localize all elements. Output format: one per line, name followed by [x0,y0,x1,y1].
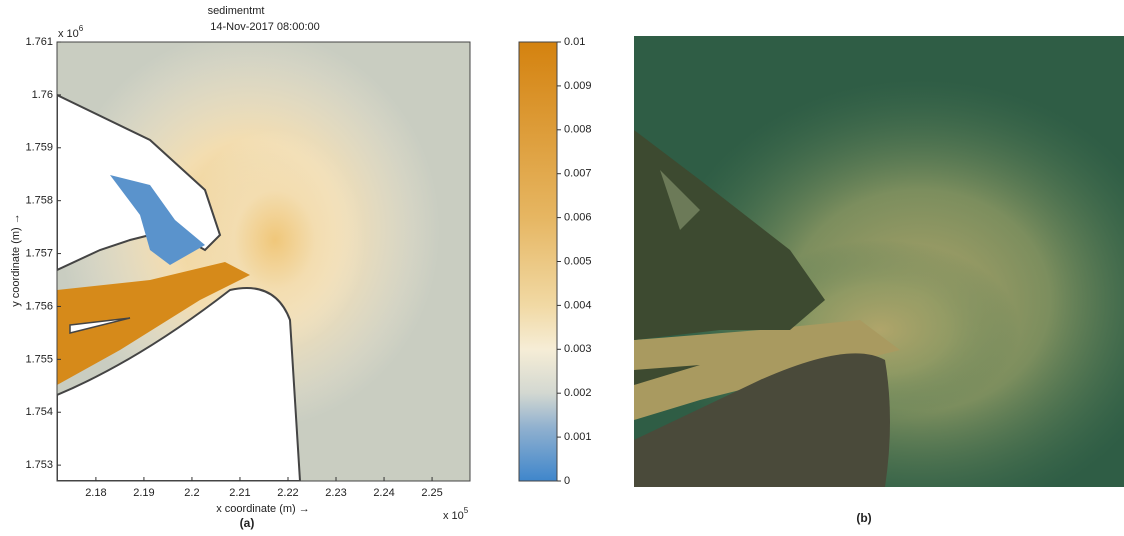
plot-title: sedimentmt [208,5,265,17]
x-multiplier-exponent: 5 [464,506,469,515]
y-axis-label: y coordinate (m) → [10,213,22,307]
colorbar-tick-label: 0.004 [564,299,592,311]
colorbar-tick-label: 0.006 [564,212,592,224]
colorbar-tick-label: 0 [564,475,570,487]
x-tick-label: 2.22 [277,487,298,499]
caption-a: (a) [240,516,255,530]
y-tick-label: 1.753 [25,459,53,471]
colorbar-tick-label: 0.007 [564,168,592,180]
colorbar-tick-label: 0.005 [564,255,592,267]
colorbar [519,42,557,481]
y-tick-label: 1.757 [25,247,53,259]
colorbar-tick-label: 0.001 [564,431,592,443]
satellite-image [634,36,1124,520]
colorbar-tick-label: 0.009 [564,80,592,92]
y-multiplier: x 106 [58,24,84,40]
x-tick-label: 2.2 [184,487,199,499]
x-tick-label: 2.25 [421,487,442,499]
y-tick-label: 1.754 [25,406,53,418]
figure: sedimentmt 14-Nov-2017 08:00:00 x 106 x … [0,0,1124,536]
x-tick-label: 2.18 [85,487,106,499]
x-tick-label: 2.19 [133,487,154,499]
x-tick-label: 2.24 [373,487,394,499]
y-multiplier-exponent: 6 [79,24,84,33]
x-multiplier: x 105 [443,506,469,522]
y-multiplier-base: x 10 [58,28,79,40]
x-axis-label: x coordinate (m) → [216,503,310,515]
colorbar-tick-label: 0.01 [564,36,585,48]
colorbar-tick-label: 0.003 [564,343,592,355]
colorbar-tick-label: 0.008 [564,124,592,136]
y-tick-label: 1.755 [25,353,53,365]
y-tick-label: 1.76 [32,89,53,101]
x-tick-label: 2.21 [229,487,250,499]
y-tick-label: 1.761 [25,36,53,48]
caption-b: (b) [856,511,871,525]
y-tick-label: 1.758 [25,195,53,207]
y-tick-label: 1.756 [25,300,53,312]
model-map [57,30,470,481]
colorbar-tick-label: 0.002 [564,387,592,399]
y-tick-label: 1.759 [25,142,53,154]
plot-subtitle: 14-Nov-2017 08:00:00 [210,21,319,33]
x-tick-label: 2.23 [325,487,346,499]
x-multiplier-base: x 10 [443,510,464,522]
